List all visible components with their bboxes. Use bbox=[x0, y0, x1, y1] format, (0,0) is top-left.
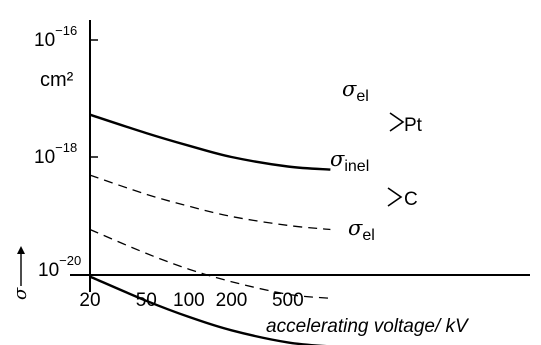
y-axis-label-group: σ bbox=[10, 246, 31, 300]
x-tick-labels: 20 50 100 200 500 bbox=[79, 290, 303, 311]
y-tick-1e-18: 10−18 bbox=[34, 140, 77, 168]
label-sigma-el-bottom: σel bbox=[348, 216, 375, 244]
y-tick-1e-20: 10−20 bbox=[38, 253, 81, 281]
x-tick-20: 20 bbox=[79, 290, 100, 311]
series-c-inelastic bbox=[89, 228, 331, 299]
x-axis-label: accelerating voltage/ kV bbox=[266, 316, 470, 337]
y-unit: cm² bbox=[40, 69, 74, 91]
x-tick-500: 500 bbox=[272, 290, 304, 311]
x-tick-100: 100 bbox=[173, 290, 205, 311]
series-pt-elastic bbox=[89, 113, 331, 171]
label-sigma-el-top: σel bbox=[342, 77, 369, 105]
y-tick-1e-16: 10−16 bbox=[34, 23, 77, 51]
series-c-elastic bbox=[89, 275, 327, 345]
pt-bracket bbox=[389, 112, 405, 132]
curves bbox=[89, 113, 331, 345]
y-axis-label: σ bbox=[10, 287, 31, 300]
label-sigma-inel: σinel bbox=[330, 147, 369, 175]
label-c: C bbox=[404, 189, 418, 210]
y-axis-arrow-head bbox=[17, 246, 25, 254]
x-tick-200: 200 bbox=[216, 290, 248, 311]
c-bracket bbox=[387, 187, 403, 207]
series-pt-inelastic bbox=[89, 174, 331, 231]
label-pt: Pt bbox=[404, 115, 423, 136]
